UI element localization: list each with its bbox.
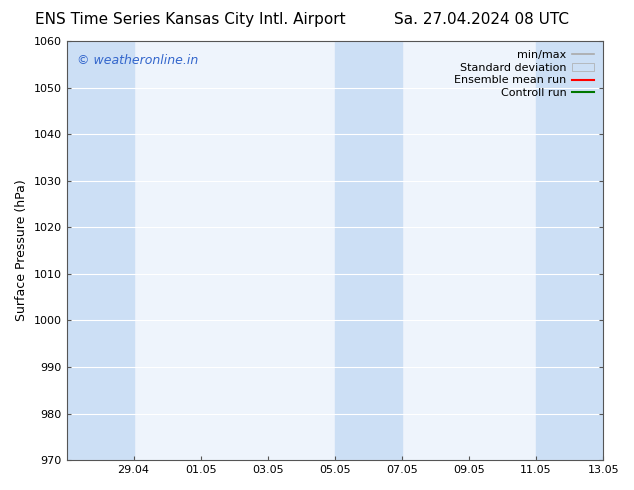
Text: ENS Time Series Kansas City Intl. Airport: ENS Time Series Kansas City Intl. Airpor… [35,12,346,27]
Bar [335,41,402,460]
Text: Sa. 27.04.2024 08 UTC: Sa. 27.04.2024 08 UTC [394,12,569,27]
Bar [67,41,134,460]
Bar [536,41,603,460]
Legend: min/max, Standard deviation, Ensemble mean run, Controll run: min/max, Standard deviation, Ensemble me… [451,47,598,101]
Y-axis label: Surface Pressure (hPa): Surface Pressure (hPa) [15,180,28,321]
Text: © weatheronline.in: © weatheronline.in [77,53,198,67]
